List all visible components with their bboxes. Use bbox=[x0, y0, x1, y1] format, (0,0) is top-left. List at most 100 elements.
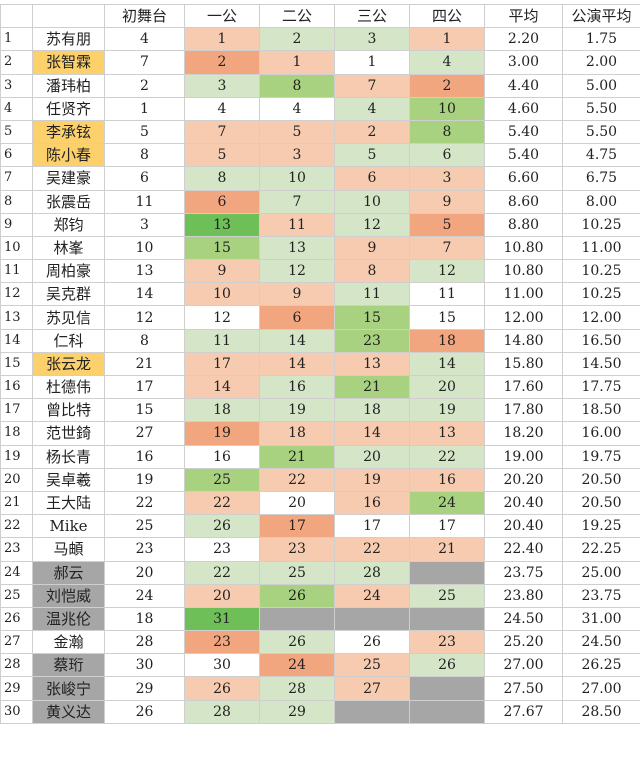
round3-rank: 16 bbox=[335, 491, 410, 514]
round3-rank: 24 bbox=[335, 584, 410, 607]
performance-average-rank: 5.50 bbox=[563, 120, 640, 143]
performance-average-rank: 1.75 bbox=[563, 28, 640, 51]
round4-rank: 11 bbox=[410, 283, 485, 306]
round4-rank: 13 bbox=[410, 422, 485, 445]
average-rank: 10.80 bbox=[485, 260, 563, 283]
round1-rank: 17 bbox=[185, 352, 260, 375]
round3-rank: 6 bbox=[335, 167, 410, 190]
performance-average-rank: 16.50 bbox=[563, 329, 640, 352]
round4-rank: 14 bbox=[410, 352, 485, 375]
average-rank: 27.00 bbox=[485, 654, 563, 677]
round2-rank: 16 bbox=[260, 376, 335, 399]
performance-average-rank: 20.50 bbox=[563, 491, 640, 514]
debut-rank: 8 bbox=[105, 329, 185, 352]
round1-rank: 16 bbox=[185, 445, 260, 468]
round1-rank: 28 bbox=[185, 700, 260, 723]
round2-rank: 22 bbox=[260, 468, 335, 491]
round3-rank: 14 bbox=[335, 422, 410, 445]
round4-rank: 8 bbox=[410, 120, 485, 143]
round2-rank: 3 bbox=[260, 144, 335, 167]
round3-rank: 26 bbox=[335, 631, 410, 654]
round3-rank: 5 bbox=[335, 144, 410, 167]
row-index: 29 bbox=[1, 677, 33, 700]
round4-rank: 5 bbox=[410, 213, 485, 236]
round2-rank: 6 bbox=[260, 306, 335, 329]
round4-rank: 24 bbox=[410, 491, 485, 514]
round4-rank: 23 bbox=[410, 631, 485, 654]
round4-rank: 15 bbox=[410, 306, 485, 329]
average-rank: 2.20 bbox=[485, 28, 563, 51]
round1-rank: 5 bbox=[185, 144, 260, 167]
round3-rank: 23 bbox=[335, 329, 410, 352]
performance-average-rank: 25.00 bbox=[563, 561, 640, 584]
debut-header: 初舞台 bbox=[105, 5, 185, 28]
round2-rank: 9 bbox=[260, 283, 335, 306]
round2-rank: 2 bbox=[260, 28, 335, 51]
round3-rank: 3 bbox=[335, 28, 410, 51]
round1-rank: 25 bbox=[185, 468, 260, 491]
round3-rank: 25 bbox=[335, 654, 410, 677]
round3-rank: 12 bbox=[335, 213, 410, 236]
debut-rank: 2 bbox=[105, 74, 185, 97]
average-rank: 4.40 bbox=[485, 74, 563, 97]
round3-rank: 1 bbox=[335, 51, 410, 74]
average-rank: 27.67 bbox=[485, 700, 563, 723]
average-rank: 20.40 bbox=[485, 515, 563, 538]
round1-rank: 2 bbox=[185, 51, 260, 74]
round2-rank: 18 bbox=[260, 422, 335, 445]
contestant-name: 仁科 bbox=[33, 329, 105, 352]
header-row: 初舞台一公二公三公四公平均公演平均 bbox=[1, 5, 640, 28]
contestant-name: 张震岳 bbox=[33, 190, 105, 213]
round1-rank: 1 bbox=[185, 28, 260, 51]
debut-rank: 19 bbox=[105, 468, 185, 491]
debut-rank: 13 bbox=[105, 260, 185, 283]
row-index: 8 bbox=[1, 190, 33, 213]
name-header bbox=[33, 5, 105, 28]
contestant-name: 张峻宁 bbox=[33, 677, 105, 700]
row-index: 2 bbox=[1, 51, 33, 74]
debut-rank: 24 bbox=[105, 584, 185, 607]
contestant-name: 李承铉 bbox=[33, 120, 105, 143]
round2-rank: 26 bbox=[260, 631, 335, 654]
round1-rank: 7 bbox=[185, 120, 260, 143]
performance-average-rank: 31.00 bbox=[563, 607, 640, 630]
round1-rank: 30 bbox=[185, 654, 260, 677]
round1-rank: 26 bbox=[185, 515, 260, 538]
round3-rank: 4 bbox=[335, 97, 410, 120]
contestant-name: 杨长青 bbox=[33, 445, 105, 468]
row-index: 24 bbox=[1, 561, 33, 584]
debut-rank: 6 bbox=[105, 167, 185, 190]
average-rank: 10.80 bbox=[485, 236, 563, 259]
round3-rank: 8 bbox=[335, 260, 410, 283]
round4-rank: 4 bbox=[410, 51, 485, 74]
contestant-name: 刘恺威 bbox=[33, 584, 105, 607]
contestant-name: 郝云 bbox=[33, 561, 105, 584]
performance-average-rank: 10.25 bbox=[563, 260, 640, 283]
average-rank: 14.80 bbox=[485, 329, 563, 352]
average-rank: 18.20 bbox=[485, 422, 563, 445]
round1-rank: 26 bbox=[185, 677, 260, 700]
row-index: 20 bbox=[1, 468, 33, 491]
performance-average-header: 公演平均 bbox=[563, 5, 640, 28]
round3-rank: 21 bbox=[335, 376, 410, 399]
round2-rank: 14 bbox=[260, 329, 335, 352]
average-rank: 20.20 bbox=[485, 468, 563, 491]
contestant-name: 蔡珩 bbox=[33, 654, 105, 677]
debut-rank: 1 bbox=[105, 97, 185, 120]
average-rank: 22.40 bbox=[485, 538, 563, 561]
average-rank: 25.20 bbox=[485, 631, 563, 654]
average-rank: 8.80 bbox=[485, 213, 563, 236]
performance-average-rank: 18.50 bbox=[563, 399, 640, 422]
round1-rank: 22 bbox=[185, 491, 260, 514]
debut-rank: 14 bbox=[105, 283, 185, 306]
round4-rank: 12 bbox=[410, 260, 485, 283]
debut-rank: 17 bbox=[105, 376, 185, 399]
contestant-name: 温兆伦 bbox=[33, 607, 105, 630]
